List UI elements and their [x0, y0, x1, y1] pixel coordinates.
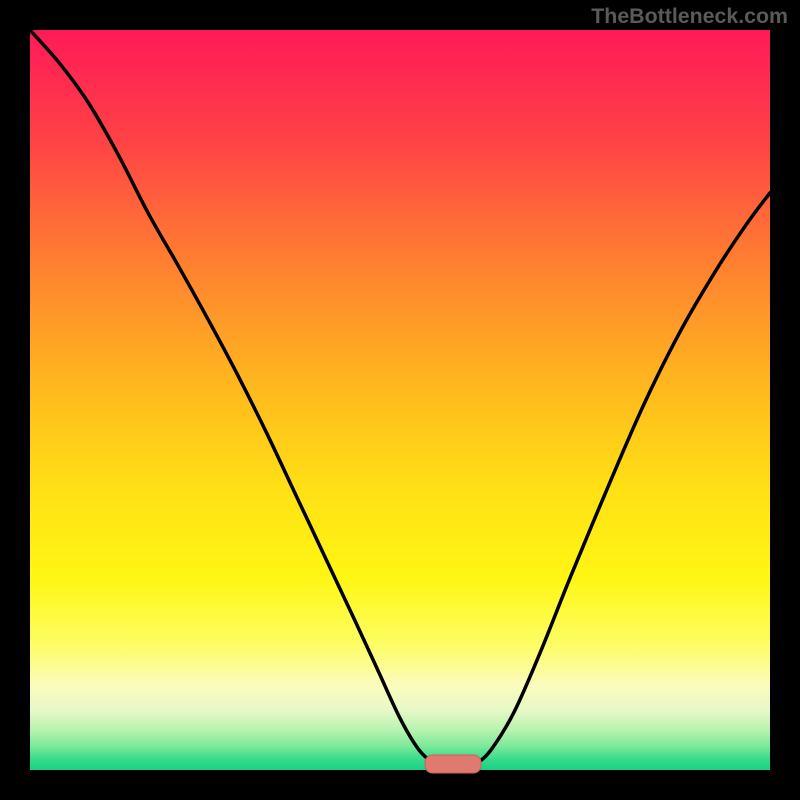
plot-area: [30, 30, 770, 770]
watermark-text: TheBottleneck.com: [591, 4, 788, 29]
optimal-marker: [425, 755, 482, 774]
watermark-label: TheBottleneck.com: [591, 4, 788, 28]
bottleneck-curve: [30, 30, 770, 770]
chart-wrapper: TheBottleneck.com: [0, 0, 800, 800]
